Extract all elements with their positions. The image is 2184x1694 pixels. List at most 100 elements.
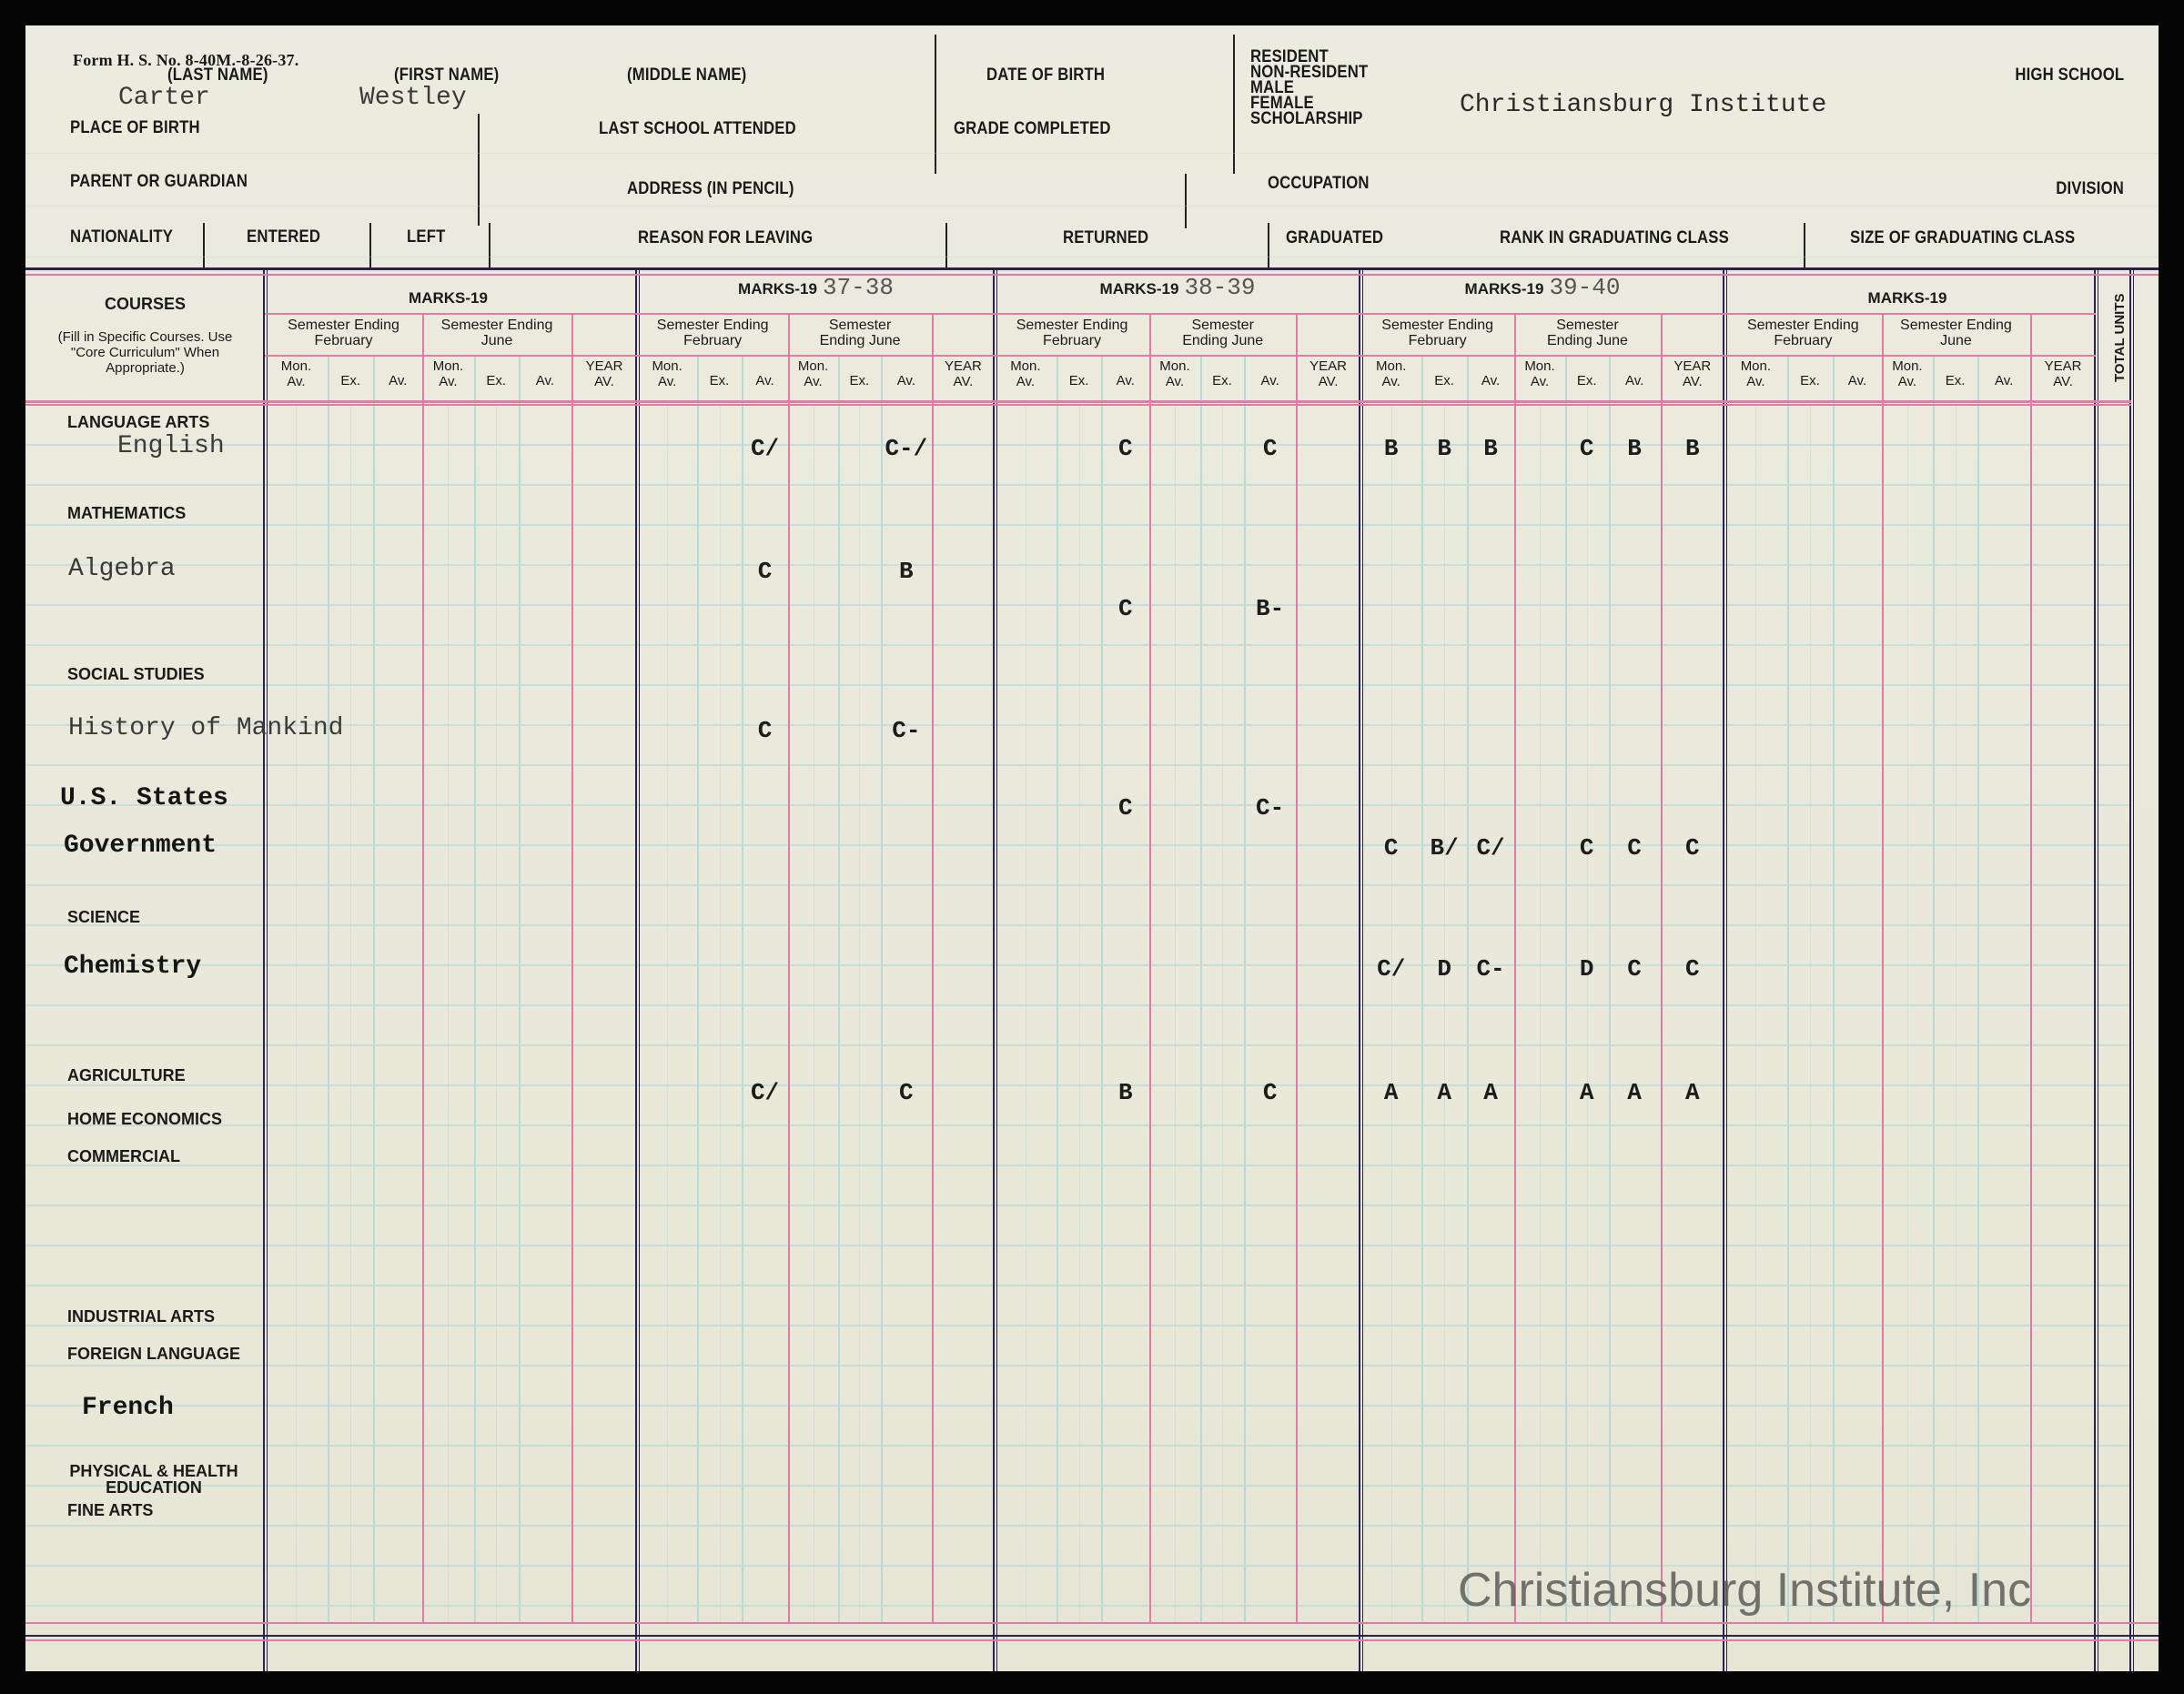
grid-line [25, 1285, 2131, 1286]
course-category: MATHEMATICS [67, 504, 187, 522]
grid-line [719, 404, 721, 1622]
column-label: Mon. Av. [280, 358, 312, 389]
column-label: Mon. Av. [1159, 358, 1190, 389]
marks-year-header: MARKS-19 37-38 [637, 276, 995, 299]
grid-line [1540, 404, 1541, 1622]
column-label: Mon. Av. [1376, 358, 1407, 389]
semester-feb-label: Semester Ending February [1016, 318, 1128, 348]
semester-june-label: Semester Ending June [440, 318, 553, 348]
column-label: Av. [1481, 373, 1501, 388]
grade-mark: A [1437, 1079, 1451, 1106]
grid-line [667, 404, 669, 1622]
grid-line [1390, 404, 1392, 1622]
grid-line [25, 844, 2131, 846]
column-label: Ex. [486, 373, 507, 388]
column-label: Mon. Av. [1524, 358, 1555, 389]
column-label: Mon. Av. [652, 358, 682, 389]
resident-label: RESIDENT [1250, 47, 1329, 66]
returned-label: RETURNED [1063, 228, 1149, 247]
grade-mark: A [1383, 1079, 1399, 1106]
column-label: Ex. [1068, 373, 1089, 388]
nationality-label: NATIONALITY [70, 227, 174, 247]
grid-line [25, 1325, 2131, 1326]
grade-mark: C [1117, 794, 1133, 822]
grade-mark: B [1437, 435, 1451, 462]
grid-line [571, 313, 573, 1622]
grid-line [25, 1165, 2131, 1166]
column-label: Mon. Av. [1010, 358, 1041, 389]
semester-feb-label: Semester Ending February [1381, 318, 1493, 348]
grade-mark: A [1627, 1079, 1642, 1106]
grid-line [473, 355, 476, 1622]
grid-line [25, 924, 2131, 926]
grid-line [1586, 404, 1588, 1622]
grade-mark: C/ [750, 1079, 780, 1106]
column-label: Mon. Av. [432, 358, 464, 389]
status-labels: RESIDENT NON-RESIDENT MALE FEMALE SCHOLA… [1250, 47, 1384, 127]
grid-line [741, 355, 743, 1622]
group-rule [267, 269, 268, 1671]
grid-line [1221, 404, 1223, 1622]
grid-line [25, 804, 2131, 806]
total-units-label: TOTAL UNITS [2112, 293, 2128, 383]
courses-note: (Fill in Specific Courses. Use "Core Cur… [57, 329, 233, 376]
male-label: MALE [1250, 78, 1295, 97]
course-name: Chemistry [64, 953, 202, 981]
column-label: Av. [1624, 373, 1644, 388]
grid-line [1786, 355, 1789, 1622]
pink-rule [265, 313, 2096, 315]
column-label: YEAR AV. [944, 358, 982, 389]
grid-line [1933, 355, 1936, 1622]
course-category: SCIENCE [67, 908, 141, 926]
course-category: INDUSTRIAL ARTS [67, 1307, 215, 1326]
grid-line [25, 1525, 2131, 1527]
header-rule [25, 267, 2159, 270]
column-label: YEAR AV. [1309, 358, 1348, 389]
grade-mark: C [1262, 1079, 1278, 1106]
place-of-birth-label: PLACE OF BIRTH [70, 118, 200, 137]
marks-year-header: MARKS-19 [1724, 289, 2096, 306]
grade-mark: D [1437, 955, 1451, 983]
female-label: FEMALE [1250, 94, 1314, 113]
middle-name-label: (MIDDLE NAME) [627, 66, 747, 85]
divider [935, 35, 936, 174]
semester-feb-label: Semester Ending February [288, 318, 399, 348]
date-of-birth-label: DATE OF BIRTH [986, 66, 1106, 85]
grade-mark: C [1684, 834, 1700, 862]
column-label: Av. [1116, 373, 1135, 388]
grade-mark: C [1684, 955, 1700, 983]
grid-line [1833, 355, 1835, 1622]
grade-mark: B/ [1430, 834, 1459, 862]
semester-feb-label: Semester Ending February [656, 318, 769, 348]
grid-line [1514, 313, 1517, 1622]
grid-line [373, 355, 376, 1622]
column-label: Ex. [340, 373, 361, 388]
form-number: Form H. S. No. 8-40M.-8-26-37. [73, 51, 299, 69]
group-rule [639, 269, 640, 1671]
high-school-label: HIGH SCHOOL [2015, 66, 2124, 85]
pink-rule [25, 404, 2131, 406]
grid-line [25, 564, 2131, 566]
column-label: Ex. [709, 373, 730, 388]
grid-line [1149, 313, 1152, 1622]
address-label: ADDRESS (IN PENCIL) [627, 179, 794, 198]
grid-line [25, 1084, 2131, 1086]
grid-line [296, 404, 298, 1622]
grid-line [25, 1565, 2131, 1567]
column-label: YEAR AV. [2044, 358, 2082, 389]
grid-line [25, 644, 2131, 646]
course-name: English [117, 432, 225, 460]
column-label: Mon. Av. [797, 358, 829, 389]
column-label: Av. [1847, 373, 1867, 388]
school-year: 38-39 [1184, 274, 1256, 301]
grid-line [25, 1245, 2131, 1246]
marks-label: MARKS-19 [409, 289, 488, 307]
size-label: SIZE OF GRADUATING CLASS [1850, 228, 2076, 247]
grid-line [1564, 355, 1567, 1622]
grade-mark: A [1684, 1079, 1700, 1106]
bottom-rule [25, 1639, 2159, 1641]
grade-completed-label: GRADE COMPLETED [954, 119, 1111, 138]
grade-mark: C [1383, 834, 1399, 862]
semester-june-label: Semester Ending June [1182, 318, 1264, 348]
courses-title: COURSES [104, 295, 186, 313]
